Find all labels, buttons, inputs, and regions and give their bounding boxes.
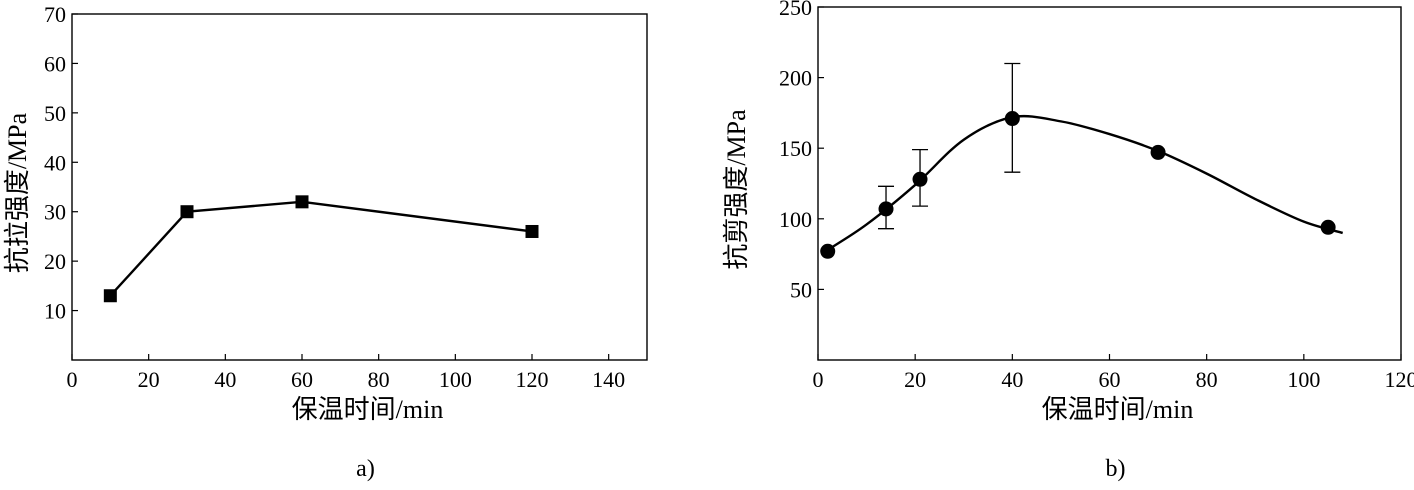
- panel-label: a): [356, 456, 375, 482]
- series-line: [109, 200, 533, 297]
- y-tick-label: 60: [44, 51, 66, 76]
- y-axis-title: 抗拉强度/MPa: [3, 112, 32, 273]
- data-point: [1320, 219, 1336, 235]
- x-tick-label: 20: [904, 367, 926, 392]
- data-point: [1004, 111, 1020, 127]
- y-tick-label: 50: [44, 101, 66, 126]
- x-tick-label: 60: [291, 367, 313, 392]
- chart-panel-a: 0 20 40 60 80 100 120 140 10 20 30 40 50 60 70 保温时间/min…: [3, 2, 648, 482]
- y-tick-label: 50: [790, 277, 812, 302]
- y-tick-label: 200: [779, 66, 812, 91]
- x-axis-title: 保温时间/min: [292, 395, 444, 424]
- x-tick-label: 20: [138, 367, 160, 392]
- y-tick-label: 250: [779, 0, 812, 20]
- panel-label: b): [1106, 456, 1126, 482]
- x-tick-label: 80: [368, 367, 390, 392]
- plot-frame: [71, 13, 648, 361]
- x-tick-label: 40: [1001, 367, 1023, 392]
- y-tick-label: 40: [44, 150, 66, 175]
- x-tick-label: 0: [67, 367, 78, 392]
- y-tick-label: 20: [44, 249, 66, 274]
- plot-frame: [817, 6, 1402, 361]
- fit-curve: [827, 114, 1344, 251]
- data-point: [103, 289, 117, 303]
- y-tick-label: 150: [779, 136, 812, 161]
- x-tick-label: 100: [439, 367, 472, 392]
- x-axis-title: 保温时间/min: [1042, 395, 1194, 424]
- data-point: [295, 195, 309, 209]
- x-tick-label: 60: [1099, 367, 1121, 392]
- y-axis-title: 抗剪强度/MPa: [722, 109, 751, 270]
- x-tick-label: 120: [1385, 367, 1414, 392]
- x-tick-label: 100: [1287, 367, 1320, 392]
- data-point: [1150, 144, 1166, 160]
- y-tick-label: 30: [44, 200, 66, 225]
- x-tick-label: 0: [813, 367, 824, 392]
- data-point: [912, 171, 928, 187]
- x-tick-label: 80: [1196, 367, 1218, 392]
- data-point: [878, 201, 894, 217]
- y-tick-label: 100: [779, 207, 812, 232]
- y-tick-label: 10: [44, 299, 66, 324]
- data-point: [820, 243, 836, 259]
- data-point: [180, 205, 194, 219]
- x-tick-label: 40: [214, 367, 236, 392]
- chart-panel-b: 0 20 40 60 80 100 120 50 100 150 200 250 保温时间/min 抗剪强…: [722, 0, 1414, 482]
- y-tick-label: 70: [44, 2, 66, 27]
- x-tick-label: 120: [516, 367, 549, 392]
- x-tick-label: 140: [592, 367, 625, 392]
- data-point: [525, 224, 539, 238]
